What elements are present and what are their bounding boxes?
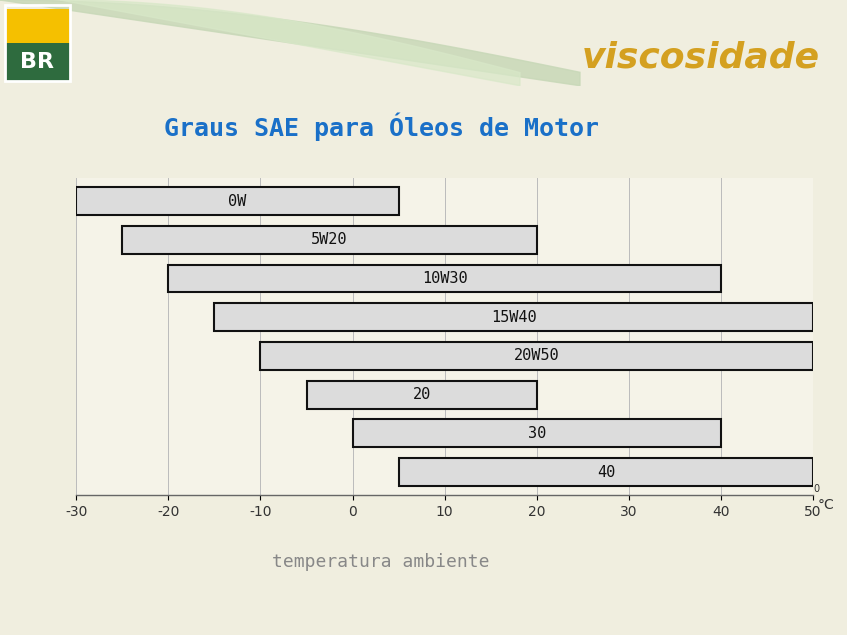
Text: 40: 40 [597, 465, 615, 479]
Text: 0: 0 [813, 484, 819, 494]
Text: 15W40: 15W40 [491, 310, 536, 324]
Polygon shape [60, 0, 520, 86]
Text: viscosidade: viscosidade [582, 41, 820, 74]
FancyBboxPatch shape [307, 381, 537, 408]
FancyBboxPatch shape [5, 43, 70, 81]
Text: Graus SAE para Óleos de Motor: Graus SAE para Óleos de Motor [163, 113, 599, 141]
Text: 0W: 0W [229, 194, 246, 208]
Text: 10W30: 10W30 [422, 271, 468, 286]
Text: 20W50: 20W50 [514, 349, 560, 363]
FancyBboxPatch shape [214, 304, 813, 331]
FancyBboxPatch shape [169, 265, 721, 292]
FancyBboxPatch shape [76, 187, 399, 215]
FancyBboxPatch shape [122, 226, 537, 254]
FancyBboxPatch shape [399, 458, 813, 486]
Text: temperatura ambiente: temperatura ambiente [273, 553, 490, 571]
Text: 5W20: 5W20 [312, 232, 348, 247]
Polygon shape [0, 584, 500, 635]
FancyBboxPatch shape [5, 9, 70, 46]
Text: BR: BR [20, 52, 54, 72]
Text: 30: 30 [528, 426, 546, 441]
Text: °C: °C [817, 498, 834, 512]
FancyBboxPatch shape [261, 342, 813, 370]
FancyBboxPatch shape [352, 419, 721, 447]
Text: 20: 20 [412, 387, 431, 402]
Polygon shape [0, 0, 580, 86]
